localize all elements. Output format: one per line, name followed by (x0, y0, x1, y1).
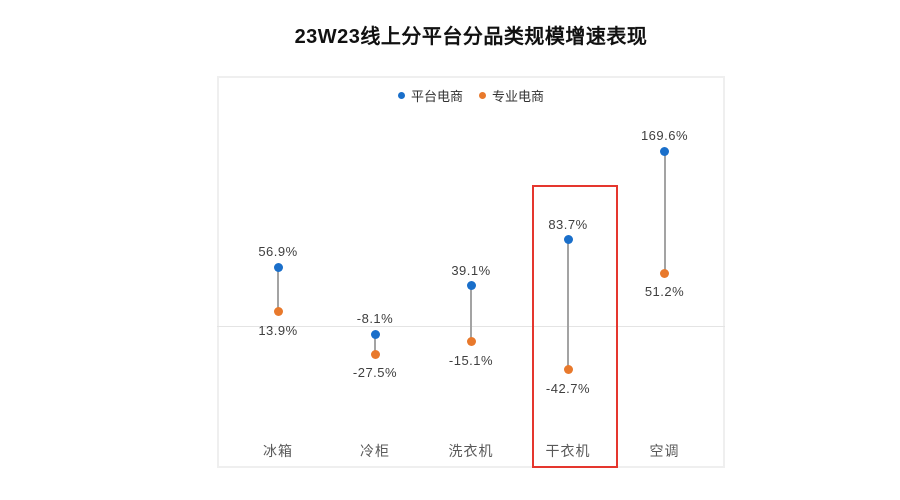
chart-title: 23W23线上分平台分品类规模增速表现 (294, 26, 648, 48)
connector-line (663, 151, 666, 274)
legend-item-specialty: 专业电商 (479, 86, 544, 105)
label-platform-value: -8.1% (356, 311, 394, 327)
legend-label-platform: 平台电商 (410, 88, 463, 104)
point-specialty (370, 349, 380, 359)
point-platform (273, 262, 283, 272)
legend-label-specialty: 专业电商 (492, 88, 545, 104)
point-platform (466, 281, 476, 291)
label-platform-value: 39.1% (451, 262, 491, 278)
x-axis-label: 洗衣机 (448, 443, 494, 459)
point-specialty (660, 268, 669, 278)
legend-marker-platform-icon (397, 91, 405, 99)
label-specialty-value: -15.1% (448, 352, 494, 368)
label-platform-value: 56.9% (258, 244, 298, 260)
connector-line (374, 334, 376, 355)
plot-area (217, 76, 725, 468)
highlight-box (532, 185, 618, 468)
label-specialty-value: -42.7% (545, 380, 591, 396)
point-platform (563, 235, 573, 245)
point-platform (660, 146, 669, 156)
x-axis-label: 干衣机 (545, 443, 591, 459)
label-specialty-value: -27.5% (352, 365, 398, 381)
point-specialty (563, 365, 573, 375)
legend: 平台电商 专业电商 (217, 86, 725, 104)
x-axis-label: 空调 (649, 443, 680, 459)
point-platform (370, 329, 380, 339)
legend-marker-specialty-icon (479, 91, 486, 99)
label-platform-value: 83.7% (548, 216, 588, 232)
point-specialty (273, 307, 283, 317)
legend-item-platform: 平台电商 (397, 86, 463, 105)
x-axis-label: 冷柜 (360, 443, 390, 459)
label-specialty-value: 51.2% (644, 284, 685, 300)
label-specialty-value: 13.9% (258, 322, 298, 338)
x-axis-label: 冰箱 (263, 443, 293, 459)
connector-line (470, 285, 472, 342)
connector-line (277, 267, 279, 312)
point-specialty (466, 337, 476, 347)
label-platform-value: 169.6% (640, 128, 689, 144)
connector-line (567, 239, 569, 370)
